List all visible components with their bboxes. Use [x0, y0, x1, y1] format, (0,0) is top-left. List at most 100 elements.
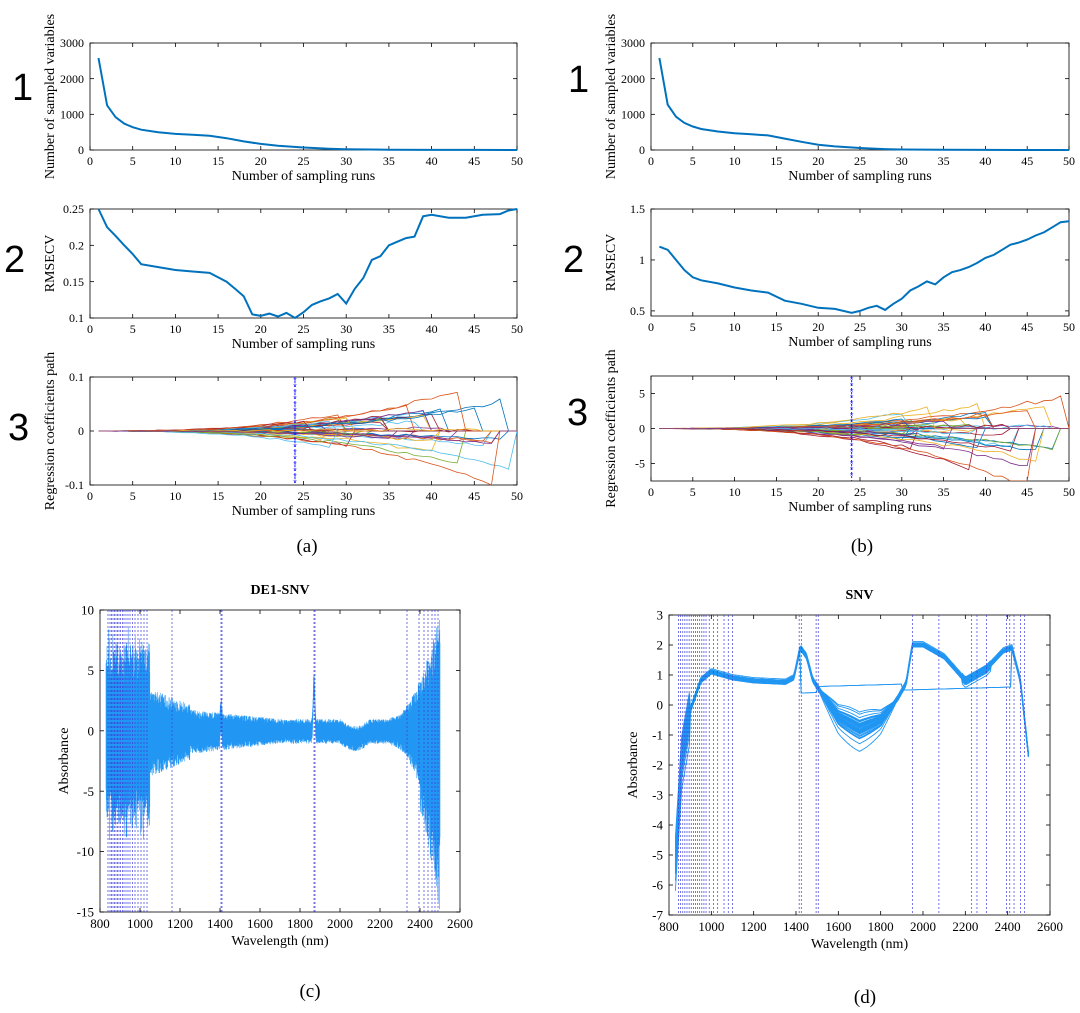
optimal-run-marker: *: [293, 424, 297, 434]
x-tick-label: 0: [648, 320, 654, 334]
x-tick-label: 2200: [952, 919, 978, 934]
x-tick-label: 2600: [447, 916, 473, 931]
x-tick-label: 1800: [287, 916, 313, 931]
x-tick-label: 45: [468, 322, 480, 336]
x-tick-label: 2000: [910, 919, 936, 934]
optimal-run-marker: *: [293, 418, 297, 428]
x-tick-label: 1600: [247, 916, 273, 931]
chart-a1: 0 5 10 15 20 25 30 35 40 45 500100020003000Number …: [43, 14, 523, 184]
y-tick-label: 0.15: [63, 275, 84, 289]
x-tick-label: 45: [1021, 485, 1033, 499]
y-tick-label: -0.1: [65, 478, 84, 492]
coef-path: [659, 427, 1069, 452]
y-tick-label: -10: [77, 844, 94, 859]
spectrum-line: [674, 643, 1029, 870]
x-tick-label: 15: [770, 485, 782, 499]
x-tick-label: 15: [212, 154, 224, 168]
row-number-a1: 1: [12, 67, 33, 109]
optimal-run-marker: *: [850, 447, 854, 457]
y-tick-label: 0.25: [63, 202, 84, 216]
x-tick-label: 5: [130, 322, 136, 336]
x-tick-label: 25: [854, 320, 866, 334]
y-tick-label: 3: [657, 608, 664, 623]
x-tick-label: 2400: [995, 919, 1021, 934]
x-tick-label: 5: [130, 154, 136, 168]
x-axis-label: Number of sampling runs: [788, 169, 931, 184]
series-line: [659, 220, 1070, 314]
y-axis-label: Regression coefficients path: [43, 352, 58, 510]
optimal-run-marker: *: [850, 393, 854, 403]
optimal-run-marker: *: [293, 436, 297, 446]
y-tick-label: 2: [657, 638, 664, 653]
x-tick-label: 30: [896, 154, 908, 168]
x-tick-label: 10: [169, 322, 181, 336]
x-tick-label: 5: [690, 154, 696, 168]
x-tick-label: 35: [938, 485, 950, 499]
panel-label-a: (a): [296, 536, 317, 557]
x-tick-label: 20: [812, 485, 824, 499]
y-tick-label: 1000: [60, 108, 84, 122]
optimal-run-marker: *: [850, 459, 854, 469]
panel-label-d: (d): [854, 987, 876, 1008]
optimal-run-marker: *: [850, 405, 854, 415]
x-tick-label: 1400: [207, 916, 233, 931]
optimal-run-marker: *: [850, 435, 854, 445]
optimal-run-marker: *: [850, 471, 854, 481]
row-number-b2: 2: [563, 239, 584, 281]
x-tick-label: 15: [770, 154, 782, 168]
x-tick-label: 800: [90, 916, 110, 931]
x-tick-label: 800: [659, 919, 679, 934]
optimal-run-marker: *: [850, 375, 854, 385]
x-tick-label: 25: [298, 154, 310, 168]
x-axis-label: Wavelength (nm): [231, 934, 329, 949]
x-tick-label: 25: [298, 322, 310, 336]
y-tick-label: -2: [652, 758, 663, 773]
y-tick-label: -15: [77, 905, 94, 920]
y-axis-label: RMSECV: [43, 235, 58, 293]
x-tick-label: 0: [87, 154, 93, 168]
x-axis-label: Number of sampling runs: [232, 169, 375, 184]
x-tick-label: 35: [938, 320, 950, 334]
spectra-band: [105, 620, 441, 910]
optimal-run-marker: *: [850, 411, 854, 421]
x-tick-label: 0: [87, 489, 93, 503]
y-tick-label: 0: [88, 723, 95, 738]
y-axis-label: RMSECV: [604, 234, 619, 292]
y-tick-label: -5: [83, 784, 94, 799]
optimal-run-marker: *: [293, 460, 297, 470]
x-tick-label: 0: [648, 154, 654, 168]
optimal-run-marker: *: [850, 441, 854, 451]
x-tick-label: 45: [468, 154, 480, 168]
x-tick-label: 1000: [698, 919, 724, 934]
y-tick-label: 5: [88, 663, 95, 678]
plot-frame: [650, 208, 1070, 317]
y-tick-label: 2000: [621, 72, 645, 86]
x-tick-label: 2200: [367, 916, 393, 931]
x-tick-label: 0: [648, 485, 654, 499]
chart-d: 800 1000 1200 1400 1600 1800 2000 2200 2400 2600 -…: [626, 588, 1063, 952]
y-tick-label: 1: [657, 668, 664, 683]
x-tick-label: 2000: [327, 916, 353, 931]
y-tick-label: 1.5: [630, 202, 645, 216]
y-tick-label: 0: [78, 424, 84, 438]
series-line: [658, 57, 1069, 151]
x-tick-label: 10: [169, 489, 181, 503]
chart-title: SNV: [845, 588, 873, 603]
x-tick-label: 10: [729, 485, 741, 499]
x-tick-label: 1200: [741, 919, 767, 934]
spectra-layer: [674, 615, 1029, 915]
x-axis-label: Number of sampling runs: [788, 335, 931, 350]
optimal-run-marker: *: [850, 381, 854, 391]
y-tick-label: 1000: [621, 108, 645, 122]
coef-paths: [659, 395, 1069, 481]
optimal-run-marker: *: [850, 429, 854, 439]
panel-label-c: (c): [299, 981, 320, 1002]
coef-paths: [98, 391, 517, 485]
spectrum-line: [674, 645, 1029, 873]
x-tick-label: 40: [426, 489, 438, 503]
row-number-a2: 2: [4, 239, 25, 281]
x-tick-label: 5: [690, 320, 696, 334]
